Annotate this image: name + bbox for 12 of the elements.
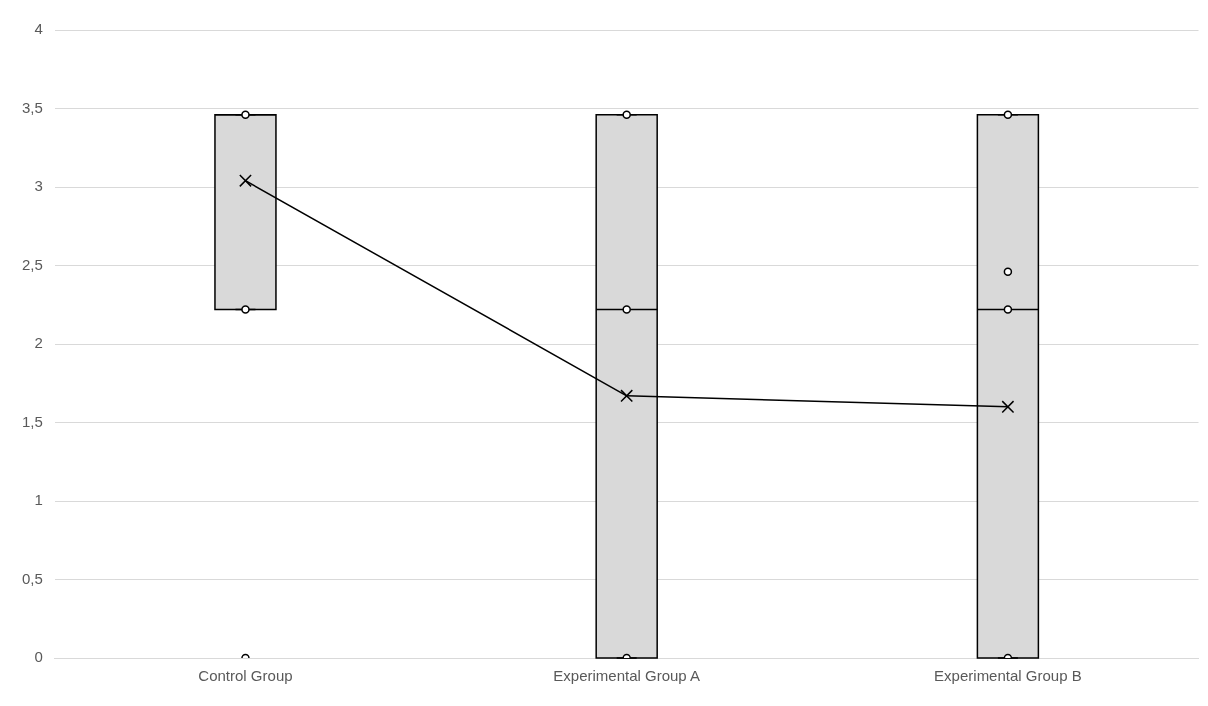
x-tick-label: Control Group — [198, 667, 293, 685]
y-tick-label: 1,5 — [21, 412, 43, 430]
y-tick-label: 2 — [34, 334, 43, 352]
y-tick-label: 4 — [34, 20, 43, 38]
y-tick-label: 1 — [34, 491, 43, 509]
y-tick-label: 0 — [34, 648, 43, 666]
x-tick-label: Experimental Group A — [553, 667, 701, 685]
y-tick-label: 3,5 — [21, 98, 43, 116]
y-tick-label: 0,5 — [21, 569, 43, 587]
y-tick-label: 2,5 — [21, 255, 43, 273]
y-tick-label: 3 — [34, 177, 43, 195]
x-tick-label: Experimental Group B — [934, 667, 1082, 685]
